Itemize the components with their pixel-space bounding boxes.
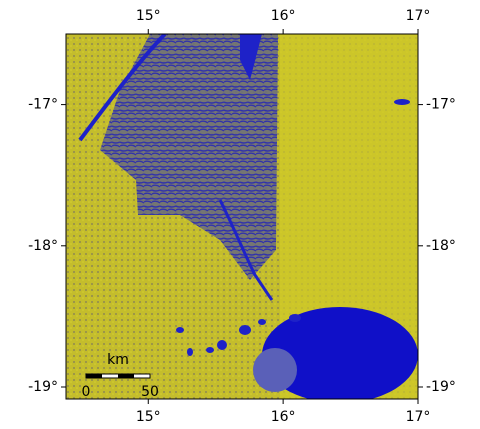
scale-bar-label: 50 <box>141 384 159 400</box>
x-tick-label: 15° <box>136 409 161 425</box>
scale-bar-unit: km <box>107 352 129 368</box>
y-tick-label: -17° <box>28 97 58 113</box>
y-tick-label: -18° <box>28 238 58 254</box>
x-tick-label: 15° <box>136 8 161 24</box>
x-tick-label: 16° <box>271 409 296 425</box>
y-tick-label: -19° <box>426 379 456 395</box>
y-tick-label: -18° <box>426 238 456 254</box>
y-tick-label: -19° <box>28 379 58 395</box>
y-tick-label: -17° <box>426 97 456 113</box>
x-tick-label: 17° <box>406 409 431 425</box>
x-tick-label: 17° <box>406 8 431 24</box>
scale-bar-segment <box>118 374 134 378</box>
map-figure: km 0 50 15° 15° 16° 16° 17° 17° -17° -17° -18° -1… <box>0 0 480 429</box>
imagery <box>66 34 418 403</box>
scale-bar-label: 0 <box>82 384 91 400</box>
x-tick-label: 16° <box>271 8 296 24</box>
scale-bar-segment <box>86 374 102 378</box>
